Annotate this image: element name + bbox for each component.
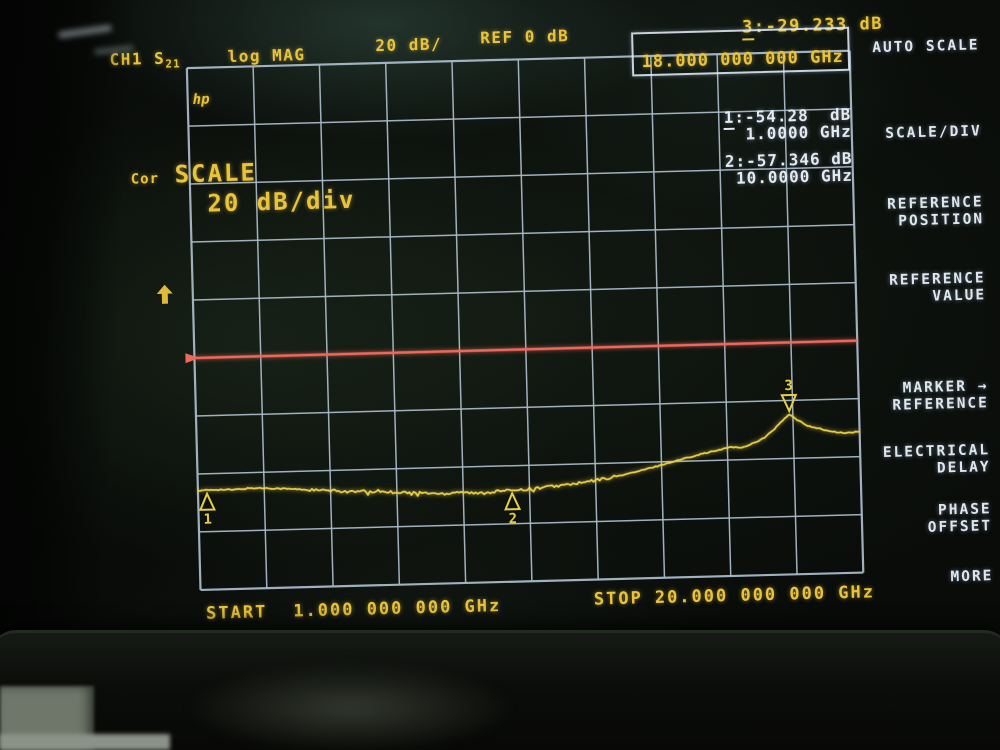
active-entry-value: 18.000 000 000 GHz bbox=[641, 46, 845, 73]
softkey-electrical-delay[interactable]: ELECTRICAL DELAY bbox=[882, 442, 991, 477]
format-label: log MAG bbox=[227, 44, 306, 67]
marker-3-number: 3 bbox=[784, 378, 793, 394]
grid-line-v bbox=[384, 62, 401, 585]
up-arrow-icon bbox=[156, 284, 173, 304]
crt-bezel bbox=[0, 630, 1000, 750]
grid-line-v bbox=[185, 68, 202, 590]
marker-3-icon bbox=[780, 393, 798, 414]
scale-per-div-label: 20 dB/ bbox=[375, 34, 443, 56]
grid-line-h bbox=[192, 281, 856, 301]
grid-line-h bbox=[191, 223, 855, 243]
scale-menu-title: SCALE bbox=[174, 158, 258, 189]
reference-label: REF 0 dB bbox=[479, 26, 570, 48]
reference-pointer-icon bbox=[185, 353, 200, 364]
stop-frequency: STOP 20.000 000 000 GHz bbox=[593, 582, 876, 610]
marker-2-icon bbox=[504, 490, 522, 511]
scale-menu-value: 20 dB/div bbox=[207, 185, 356, 218]
active-entry-box: 18.000 000 000 GHz bbox=[631, 26, 851, 77]
start-frequency: START 1.000 000 000 GHz bbox=[205, 596, 502, 624]
softkey-more[interactable]: MORE bbox=[950, 568, 994, 586]
grid-line-v bbox=[252, 66, 268, 589]
grid-line-v bbox=[318, 64, 334, 587]
grid-line-h bbox=[198, 513, 862, 533]
grid-line-v bbox=[451, 61, 467, 583]
cabinet-edge bbox=[0, 734, 170, 750]
softkey-reference-position[interactable]: REFERENCE POSITION bbox=[886, 194, 985, 230]
correction-annunciator: Cor bbox=[130, 170, 160, 188]
softkey-scale-div[interactable]: SCALE/DIV bbox=[885, 123, 982, 142]
marker-1-number: 1 bbox=[203, 512, 212, 528]
reference-line bbox=[194, 339, 858, 360]
grid-line-v bbox=[517, 59, 533, 582]
softkey-auto-scale[interactable]: AUTO SCALE bbox=[872, 37, 980, 57]
marker-2-number: 2 bbox=[508, 511, 517, 527]
hp-logo: hp bbox=[192, 91, 210, 108]
grid-line-h bbox=[197, 455, 861, 475]
marker2-readout: 2:-57.346 dB 10.0000 GHz bbox=[724, 148, 854, 188]
softkey-marker-to-reference[interactable]: MARKER → REFERENCE bbox=[892, 378, 990, 414]
grid-line-v bbox=[650, 55, 666, 578]
grid-line-v bbox=[583, 57, 599, 580]
softkey-reference-value[interactable]: REFERENCE VALUE bbox=[888, 270, 987, 305]
grid-line-h bbox=[194, 339, 858, 359]
s21-trace bbox=[197, 413, 860, 497]
marker-1-icon bbox=[198, 491, 216, 511]
bezel-reflection bbox=[130, 648, 570, 750]
marker1-readout: 1:-54.28 dB 1.0000 GHz bbox=[723, 104, 852, 144]
softkey-phase-offset[interactable]: PHASE OFFSET bbox=[927, 501, 993, 536]
grid-line-h bbox=[195, 397, 859, 417]
s-parameter-subscript: 21 bbox=[165, 57, 181, 71]
